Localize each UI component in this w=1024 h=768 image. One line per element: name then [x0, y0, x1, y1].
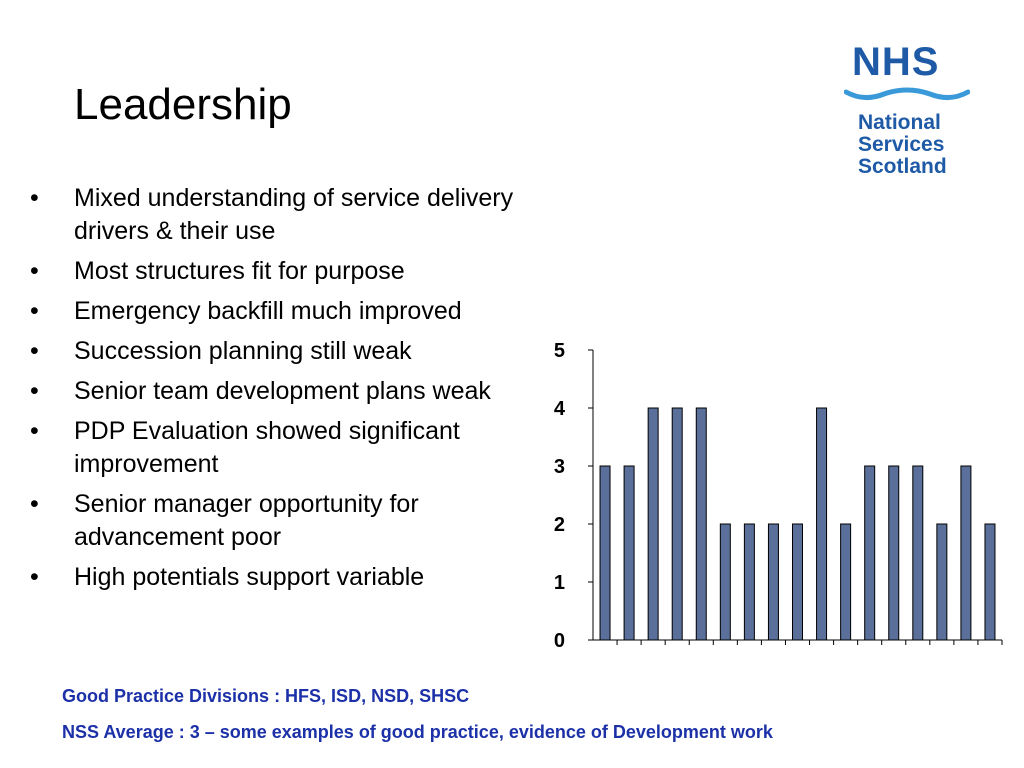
logo-line-national: National: [858, 111, 941, 134]
bar: [695, 407, 707, 641]
y-tick-label: 3: [554, 456, 565, 478]
bullet-text: Mixed understanding of service delivery …: [74, 184, 514, 245]
bar: [840, 523, 852, 641]
logo-nhs-text: NHS: [852, 40, 940, 84]
bullet-item: • High potentials support variable: [30, 561, 530, 594]
bullet-dot-icon: •: [30, 377, 39, 405]
bar: [671, 407, 683, 641]
logo-line-services: Services: [858, 133, 945, 156]
y-tick-label: 1: [554, 572, 565, 594]
bullet-item: • Senior manager opportunity for advancem…: [30, 488, 530, 554]
y-tick-label: 0: [554, 630, 565, 652]
bullet-text: Senior team development plans weak: [74, 377, 491, 405]
bullet-text: Most structures fit for purpose: [74, 257, 405, 285]
bullet-text: Succession planning still weak: [74, 337, 412, 365]
bar: [623, 465, 635, 641]
bar: [816, 407, 828, 641]
bullet-item: • Mixed understanding of service delivery…: [30, 182, 530, 248]
bar: [767, 523, 779, 641]
bullet-list: • Mixed understanding of service delivery…: [30, 182, 530, 601]
y-tick-label: 4: [554, 398, 566, 420]
bullet-item: • PDP Evaluation showed significant impro…: [30, 415, 530, 481]
bar: [792, 523, 803, 641]
bar: [864, 465, 876, 641]
y-tick-label: 5: [554, 340, 565, 362]
bullet-item: • Emergency backfill much improved: [30, 295, 530, 328]
bar: [912, 465, 924, 641]
bullet-text: Senior manager opportunity for advanceme…: [74, 490, 419, 551]
bullet-dot-icon: •: [30, 490, 39, 518]
bar: [960, 465, 972, 641]
bar: [647, 407, 659, 641]
bullet-item: • Most structures fit for purpose: [30, 255, 530, 288]
bullet-dot-icon: •: [30, 337, 39, 365]
logo-waves-icon: [844, 87, 970, 100]
bar: [936, 523, 948, 641]
bar-chart: 0 1 2 3 4 5: [554, 340, 1003, 652]
bullet-text: PDP Evaluation showed significant improv…: [74, 417, 460, 478]
bullet-text: Emergency backfill much improved: [74, 297, 462, 325]
bullet-dot-icon: •: [30, 257, 39, 285]
logo-line-scotland: Scotland: [858, 155, 947, 178]
bar: [719, 523, 731, 641]
bar: [599, 465, 611, 641]
bullet-dot-icon: •: [30, 417, 39, 445]
bullet-item: • Senior team development plans weak: [30, 375, 530, 408]
bullet-text: High potentials support variable: [74, 563, 425, 591]
nss-average-note: NSS Average : 3 – some examples of good …: [62, 722, 773, 742]
nhs-logo: NHS National Services Scotland: [836, 40, 976, 190]
bullet-dot-icon: •: [30, 184, 39, 212]
bar: [743, 523, 755, 641]
good-practice-note: Good Practice Divisions : HFS, ISD, NSD,…: [62, 686, 470, 706]
bullet-dot-icon: •: [30, 563, 39, 591]
bar: [984, 523, 996, 641]
bar: [888, 465, 900, 641]
y-tick-label: 2: [554, 514, 565, 536]
bullet-dot-icon: •: [30, 297, 39, 325]
bullet-item: • Succession planning still weak: [30, 335, 530, 368]
slide-title: Leadership: [74, 80, 292, 129]
